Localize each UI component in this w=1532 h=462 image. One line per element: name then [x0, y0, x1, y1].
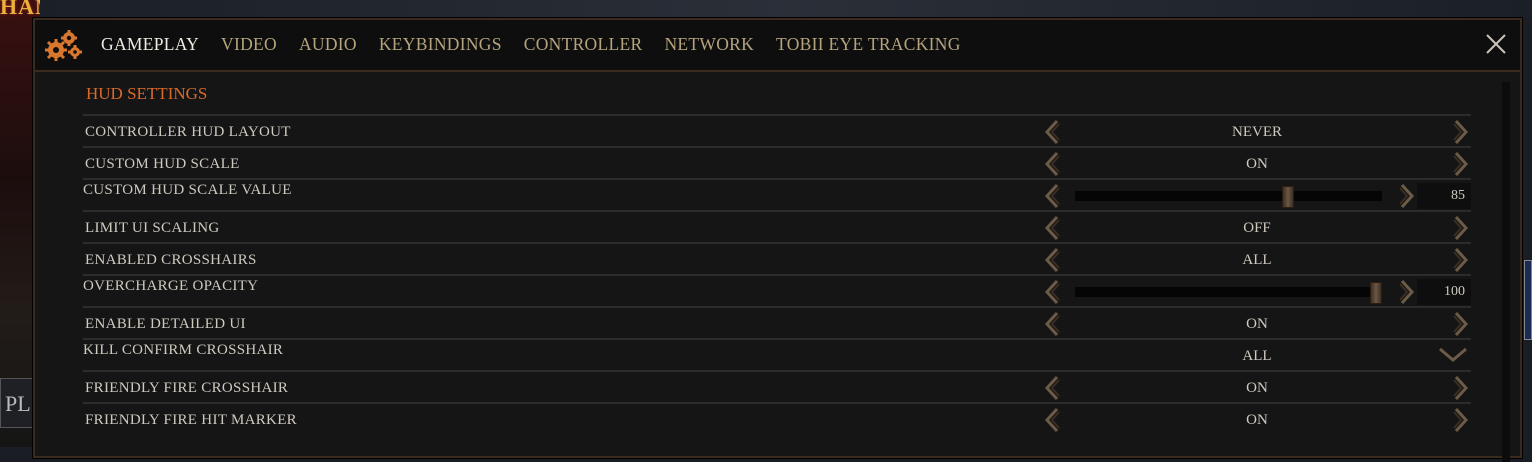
- setting-value: ON: [1246, 156, 1268, 172]
- chevron-right-icon[interactable]: [1453, 312, 1469, 336]
- setting-label: CUSTOM HUD SCALE: [85, 156, 240, 172]
- chevron-right-icon[interactable]: [1453, 248, 1469, 272]
- chevron-right-icon[interactable]: [1453, 152, 1469, 176]
- background-top: [40, 0, 1532, 18]
- setting-label: ENABLE DETAILED UI: [85, 316, 246, 332]
- chevron-left-icon[interactable]: [1044, 280, 1060, 304]
- setting-value: OFF: [1243, 220, 1271, 236]
- setting-label: FRIENDLY FIRE HIT MARKER: [85, 412, 297, 428]
- tab-gameplay[interactable]: GAMEPLAY: [101, 34, 200, 54]
- tab-video[interactable]: VIDEO: [221, 34, 277, 54]
- setting-row-kill-confirm-crosshair[interactable]: KILL CONFIRM CROSSHAIR ALL: [83, 338, 1471, 370]
- setting-label: CUSTOM HUD SCALE VALUE: [83, 182, 292, 198]
- setting-label: LIMIT UI SCALING: [85, 220, 220, 236]
- setting-row-enabled-crosshairs[interactable]: ENABLED CROSSHAIRS ALL: [83, 242, 1471, 274]
- slider-thumb[interactable]: [1281, 186, 1294, 208]
- settings-list: CONTROLLER HUD LAYOUT NEVER CUSTOM HUD SCA…: [83, 114, 1471, 434]
- settings-panel: GAMEPLAY VIDEO AUDIO KEYBINDINGS CONTROLLER N…: [33, 18, 1522, 462]
- setting-label: KILL CONFIRM CROSSHAIR: [83, 342, 284, 358]
- setting-row-controller-hud-layout[interactable]: CONTROLLER HUD LAYOUT NEVER: [83, 114, 1471, 146]
- slider-value: 100: [1417, 279, 1471, 305]
- background-right-widget: [1524, 260, 1532, 340]
- setting-label: ENABLED CROSSHAIRS: [85, 252, 257, 268]
- setting-row-friendly-fire-hit-marker[interactable]: FRIENDLY FIRE HIT MARKER ON: [83, 402, 1471, 434]
- setting-row-custom-hud-scale-value[interactable]: CUSTOM HUD SCALE VALUE 85: [83, 178, 1471, 210]
- setting-label: FRIENDLY FIRE CROSSHAIR: [85, 380, 289, 396]
- setting-value: ON: [1246, 412, 1268, 428]
- scrollbar[interactable]: [1502, 82, 1510, 462]
- tab-tobii-eye-tracking[interactable]: TOBII EYE TRACKING: [776, 34, 961, 54]
- chevron-right-icon[interactable]: [1399, 184, 1415, 208]
- chevron-left-icon[interactable]: [1044, 408, 1060, 432]
- chevron-right-icon[interactable]: [1453, 408, 1469, 432]
- chevron-right-icon[interactable]: [1453, 120, 1469, 144]
- setting-value: ON: [1246, 380, 1268, 396]
- setting-label: CONTROLLER HUD LAYOUT: [85, 124, 291, 140]
- setting-row-friendly-fire-crosshair[interactable]: FRIENDLY FIRE CROSSHAIR ON: [83, 370, 1471, 402]
- tab-audio[interactable]: AUDIO: [298, 34, 357, 54]
- setting-value: ALL: [1242, 348, 1272, 364]
- tab-bar: GAMEPLAY VIDEO AUDIO KEYBINDINGS CONTROLLER N…: [101, 34, 983, 55]
- setting-value: ALL: [1242, 252, 1272, 268]
- chevron-left-icon[interactable]: [1044, 216, 1060, 240]
- section-title: HUD SETTINGS: [86, 84, 208, 103]
- setting-value: ON: [1246, 316, 1268, 332]
- chevron-right-icon[interactable]: [1453, 376, 1469, 400]
- tab-network[interactable]: NETWORK: [664, 34, 755, 54]
- slider-track[interactable]: [1075, 186, 1382, 208]
- chevron-left-icon[interactable]: [1044, 248, 1060, 272]
- tab-controller[interactable]: CONTROLLER: [523, 34, 643, 54]
- settings-header: GAMEPLAY VIDEO AUDIO KEYBINDINGS CONTROLLER N…: [35, 20, 1520, 72]
- tab-keybindings[interactable]: KEYBINDINGS: [378, 34, 502, 54]
- slider-value: 85: [1417, 183, 1471, 209]
- setting-value: NEVER: [1232, 124, 1282, 140]
- setting-row-custom-hud-scale[interactable]: CUSTOM HUD SCALE ON: [83, 146, 1471, 178]
- chevron-right-icon[interactable]: [1399, 280, 1415, 304]
- chevron-left-icon[interactable]: [1044, 120, 1060, 144]
- background-button: PL: [0, 378, 40, 428]
- chevron-left-icon[interactable]: [1044, 184, 1060, 208]
- chevron-left-icon[interactable]: [1044, 312, 1060, 336]
- setting-row-overcharge-opacity[interactable]: OVERCHARGE OPACITY 100: [83, 274, 1471, 306]
- chevron-left-icon[interactable]: [1044, 376, 1060, 400]
- chevron-down-icon[interactable]: [1439, 348, 1467, 362]
- close-icon[interactable]: [1484, 32, 1508, 56]
- slider-track[interactable]: [1075, 282, 1382, 304]
- gears-icon: [45, 30, 82, 61]
- setting-row-limit-ui-scaling[interactable]: LIMIT UI SCALING OFF: [83, 210, 1471, 242]
- chevron-right-icon[interactable]: [1453, 216, 1469, 240]
- slider-thumb[interactable]: [1370, 282, 1382, 304]
- setting-label: OVERCHARGE OPACITY: [83, 278, 259, 294]
- setting-row-enable-detailed-ui[interactable]: ENABLE DETAILED UI ON: [83, 306, 1471, 338]
- chevron-left-icon[interactable]: [1044, 152, 1060, 176]
